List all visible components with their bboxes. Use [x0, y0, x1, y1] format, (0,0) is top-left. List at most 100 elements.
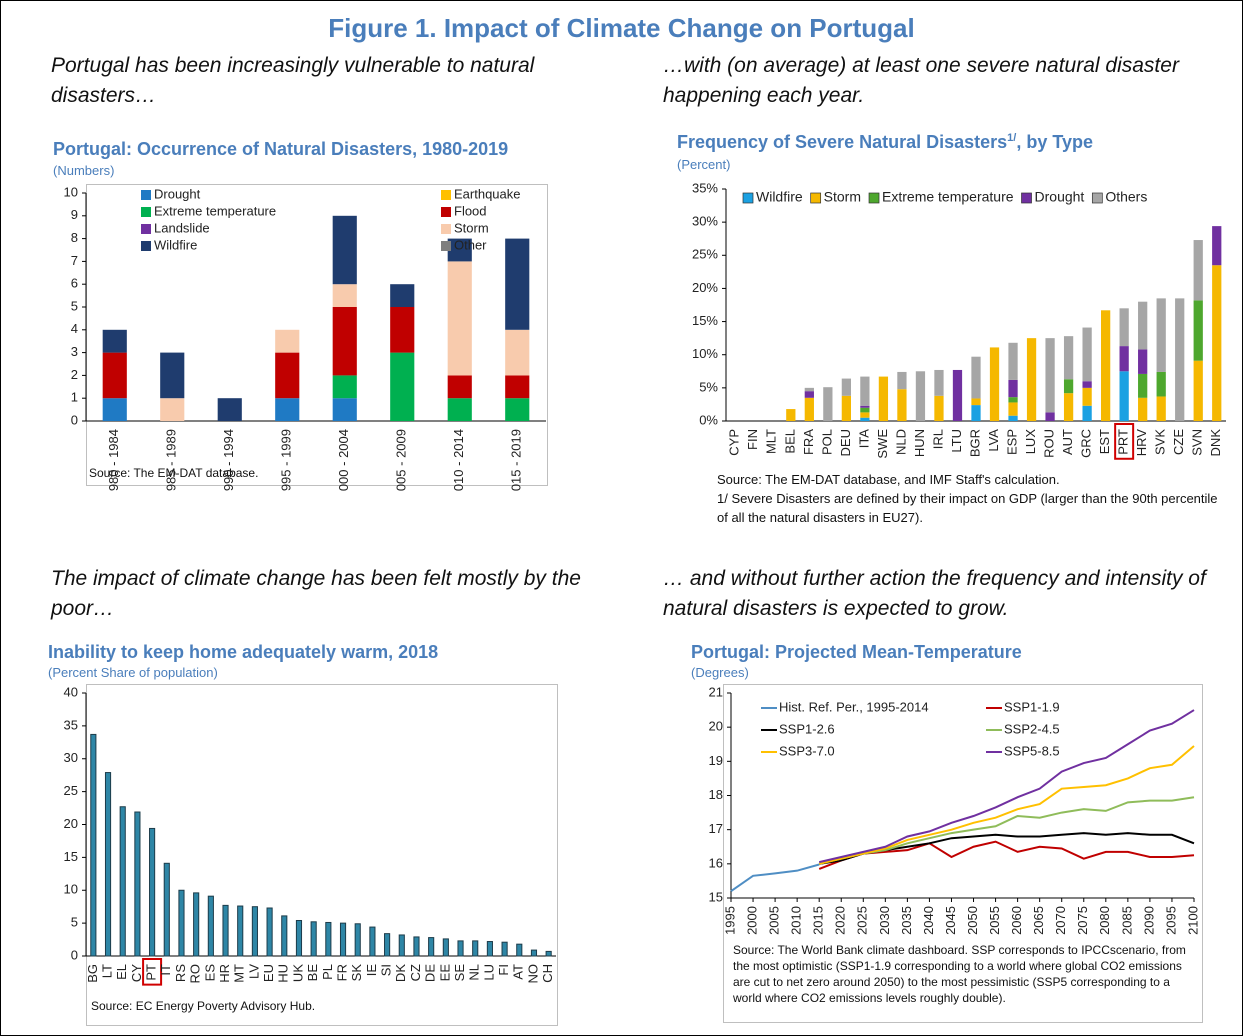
source: Source: The EM-DAT database. [89, 466, 259, 480]
x-tick-label: AT [511, 964, 526, 980]
y-tick-label: 5 [71, 298, 78, 313]
y-tick-label: 1 [71, 390, 78, 405]
bar [207, 895, 214, 957]
note: 1/ Severe Disasters are defined by their… [717, 491, 1218, 525]
figure-title: Figure 1. Impact of Climate Change on Po… [328, 13, 915, 43]
y-tick-label: 25 [64, 783, 78, 798]
bar [447, 398, 472, 421]
line [818, 840, 1195, 870]
x-tick-label: 1990 - 1994 [221, 429, 236, 491]
legend-label: Flood [454, 203, 487, 218]
x-tick-label: SWE [875, 429, 890, 459]
legend-label: SSP1-2.6 [779, 721, 835, 736]
bar [1138, 301, 1148, 350]
bar [332, 375, 357, 399]
legend-swatch [141, 241, 151, 251]
x-tick-label: LU [481, 964, 496, 981]
bar [486, 941, 493, 957]
bar [897, 371, 907, 390]
bar [971, 405, 981, 421]
bar [384, 933, 391, 957]
y-tick-label: 4 [71, 321, 78, 336]
legend-swatch [141, 224, 151, 234]
bar [237, 905, 244, 957]
bar [860, 407, 870, 413]
legend-label: Storm [454, 220, 489, 235]
highlight-box [142, 958, 163, 986]
bar [516, 943, 523, 957]
x-tick-label: CYP [727, 429, 742, 456]
x-tick-label: BGR [967, 429, 982, 457]
line [730, 863, 820, 892]
bar [102, 398, 127, 421]
bar [934, 395, 944, 421]
legend-label: Wildfire [154, 237, 197, 252]
bar [860, 405, 870, 408]
x-tick-label: PL [320, 964, 335, 980]
bar [325, 921, 332, 957]
bar [217, 398, 242, 421]
caption: Portugal has been increasingly vulnerabl… [51, 54, 535, 107]
bar [1193, 300, 1203, 361]
bar [505, 329, 530, 376]
x-tick-label: CH [540, 964, 555, 983]
x-tick-label: SE [452, 964, 467, 982]
bar [1212, 265, 1222, 421]
bar [1138, 373, 1148, 398]
x-tick-label: IT [158, 964, 173, 976]
bar [1193, 240, 1203, 301]
x-tick-label: 2065 [1031, 906, 1046, 935]
x-tick-label: 2075 [1075, 906, 1090, 935]
x-tick-label: 2025 [855, 906, 870, 935]
legend-label: Earthquake [454, 186, 521, 201]
bar [339, 922, 347, 957]
bar [1156, 298, 1166, 372]
x-tick-label: PT [144, 964, 159, 981]
y-tick-label: 19 [709, 753, 723, 768]
legend-swatch [1021, 192, 1032, 204]
line [818, 709, 1195, 864]
bar [310, 921, 317, 957]
bar [1175, 298, 1185, 421]
source: Source: The World Bank climate dashboard… [733, 943, 1186, 1005]
bar [332, 307, 357, 376]
bar [332, 284, 357, 307]
x-tick-label: 2085 [1119, 906, 1134, 935]
x-tick-label: NLD [893, 429, 908, 455]
y-tick-label: 20 [709, 719, 723, 734]
bar [952, 369, 963, 421]
bar [505, 398, 530, 421]
bar [104, 772, 112, 957]
bar [1008, 379, 1018, 398]
x-tick-label: EE [437, 964, 452, 982]
bar [275, 398, 300, 421]
title-text: Frequency of Severe Natural Disasters [677, 132, 1008, 152]
x-tick-label: 2000 - 2004 [336, 429, 351, 491]
x-tick-label: AUT [1060, 429, 1075, 455]
bar [442, 938, 449, 957]
x-tick-label: NL [467, 964, 482, 981]
chart: 0 5 10 15 20 25 30 35 40 BG LT EL CY PT IT RS RO ES HR MT LV… [64, 684, 556, 986]
bar [472, 940, 479, 957]
bar [1082, 387, 1092, 406]
x-tick-label: 2010 - 2014 [451, 429, 466, 491]
legend-swatch [1091, 192, 1103, 204]
bar [1082, 381, 1092, 388]
bar [804, 397, 814, 421]
y-tick-label: 17 [709, 821, 723, 836]
x-tick-label: 2100 [1185, 906, 1200, 935]
bar [1193, 360, 1203, 421]
bar [193, 892, 200, 957]
x-tick-label: 2035 [899, 906, 914, 935]
legend-swatch [141, 207, 151, 217]
chart: 0% 5% 10% 15% 20% 25% 30% 35% CYP FIN MLT BEL FRA POL… [692, 181, 1226, 460]
x-tick-label: RO [188, 964, 203, 984]
x-tick-label: EU [261, 964, 276, 982]
y-tick-label: 15 [709, 889, 723, 904]
y-tick-label: 10 [64, 184, 78, 199]
highlight-box [1114, 423, 1135, 460]
bar [915, 371, 926, 421]
x-tick-label: FRA [801, 429, 816, 455]
x-tick-label: 1980 - 1984 [106, 429, 121, 491]
